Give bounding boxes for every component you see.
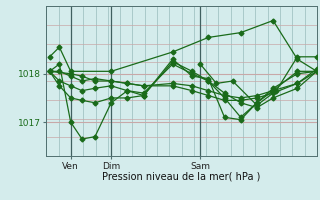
X-axis label: Pression niveau de la mer( hPa ): Pression niveau de la mer( hPa ) [102, 172, 261, 182]
